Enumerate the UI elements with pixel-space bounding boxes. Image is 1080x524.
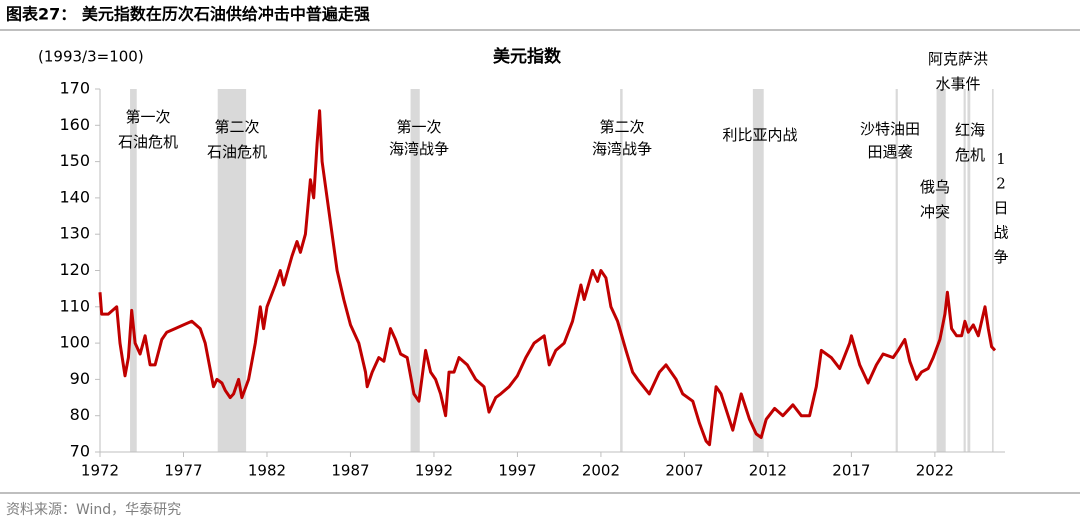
event-label: 红海 (955, 121, 985, 139)
chart-title: 美元指数 (493, 46, 562, 67)
y-tick-label: 160 (59, 115, 90, 134)
event-band (967, 89, 971, 452)
source-note: 资料来源：Wind，华泰研究 (6, 502, 181, 518)
event-band (620, 89, 623, 452)
event-label: 沙特油田 (860, 120, 920, 138)
x-tick-label: 1987 (331, 462, 369, 480)
event-label: 2 (996, 175, 1006, 193)
event-label: 水事件 (935, 75, 980, 93)
index-line (98, 109, 997, 447)
x-tick-label: 2022 (916, 462, 954, 480)
event-label: 海湾战争 (389, 140, 449, 158)
y-tick-label: 90 (70, 369, 90, 388)
x-tick-label: 1997 (498, 462, 536, 480)
event-label: 利比亚内战 (722, 126, 797, 144)
y-tick-label: 150 (59, 151, 90, 170)
x-tick-label: 1992 (415, 462, 453, 480)
event-band (752, 89, 764, 452)
event-label: 危机 (955, 146, 985, 164)
event-label: 1 (996, 150, 1006, 168)
event-band (991, 89, 994, 452)
y-tick-label: 140 (59, 187, 90, 206)
event-band (410, 89, 420, 452)
event-label: 田遇袭 (867, 143, 912, 161)
event-label: 第一次 (396, 118, 441, 136)
x-tick-label: 2017 (832, 462, 870, 480)
y-tick-label: 130 (59, 224, 90, 243)
event-band (895, 89, 898, 452)
event-label: 阿克萨洪 (928, 50, 988, 68)
event-label: 第二次 (599, 118, 644, 136)
page-title: 图表27： 美元指数在历次石油供给冲击中普遍走强 (6, 5, 370, 24)
y-tick-label: 80 (70, 405, 90, 424)
y-tick-label: 170 (59, 79, 90, 98)
event-label: 石油危机 (118, 133, 178, 151)
event-label: 冲突 (920, 203, 950, 221)
x-tick-label: 1977 (164, 462, 202, 480)
y-tick-label: 110 (59, 296, 90, 315)
event-label: 俄乌 (920, 178, 950, 196)
x-tick-label: 2007 (665, 462, 703, 480)
x-tick-label: 1972 (81, 462, 119, 480)
y-tick-label: 120 (59, 260, 90, 279)
y-tick-label: 100 (59, 333, 90, 352)
event-band (130, 89, 137, 452)
event-label: 第二次 (214, 118, 259, 136)
y-tick-label: 70 (70, 442, 90, 461)
event-label: 争 (993, 248, 1008, 266)
x-tick-label: 2002 (582, 462, 620, 480)
event-label: 海湾战争 (592, 140, 652, 158)
x-tick-label: 1982 (248, 462, 286, 480)
event-label: 石油危机 (207, 143, 267, 161)
x-tick-label: 2012 (749, 462, 787, 480)
event-band (963, 89, 966, 452)
y-axis-label: (1993/3=100) (38, 48, 144, 66)
event-band (936, 89, 946, 452)
event-label: 日 (993, 199, 1008, 217)
event-label: 第一次 (125, 108, 170, 126)
event-label: 战 (993, 224, 1008, 242)
